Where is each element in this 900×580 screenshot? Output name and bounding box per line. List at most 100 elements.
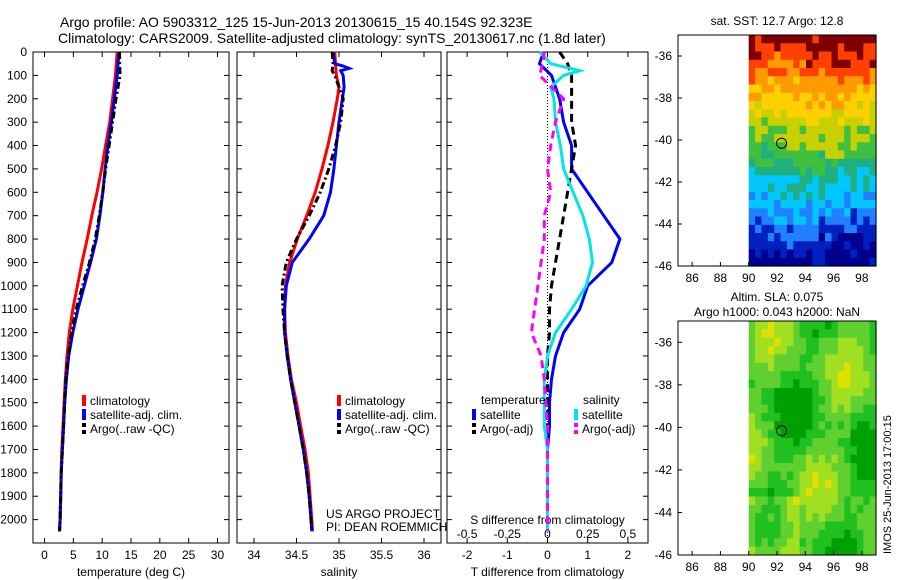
heatmap-cell: [793, 51, 801, 61]
heatmap-cell: [748, 158, 756, 168]
heatmap-cell: [761, 84, 769, 94]
heatmap-cell: [869, 446, 877, 456]
heatmap-cell: [767, 504, 775, 514]
heatmap-cell: [812, 421, 820, 431]
heatmap-cell: [812, 329, 820, 339]
heatmap-cell: [755, 362, 763, 372]
heatmap-cell: [767, 208, 775, 218]
heatmap-cell: [812, 241, 820, 251]
lon-tick-label: 90: [742, 271, 756, 285]
heatmap-cell: [761, 241, 769, 251]
heatmap-cell: [755, 371, 763, 381]
heatmap-cell: [812, 471, 820, 481]
heatmap-cell: [755, 35, 763, 44]
heatmap-cell: [837, 329, 845, 339]
x-tick-label: 10: [95, 548, 109, 562]
heatmap-cell: [793, 387, 801, 397]
heatmap-cell: [761, 346, 769, 356]
heatmap-cell: [825, 208, 833, 218]
heatmap-cell: [774, 68, 782, 77]
legend-title-temperature: temperature: [481, 393, 546, 407]
lat-tick-label: -42: [655, 463, 673, 477]
project-label: US ARGO PROJECT: [326, 507, 441, 521]
heatmap-cell: [748, 216, 756, 226]
heatmap-cell: [844, 183, 852, 193]
heatmap-cell: [755, 337, 763, 347]
heatmap-cell: [767, 371, 775, 381]
heatmap-cell: [837, 233, 845, 242]
y-tick-label: 400: [7, 139, 27, 153]
heatmap-cell: [793, 249, 801, 259]
heatmap-cell: [774, 257, 782, 267]
heatmap-cell: [767, 134, 775, 143]
heatmap-cell: [831, 43, 839, 53]
heatmap-cell: [748, 134, 756, 143]
heatmap-cell: [856, 109, 864, 119]
heatmap-cell: [748, 35, 756, 44]
heatmap-cell: [863, 68, 871, 77]
heatmap-cell: [856, 224, 864, 234]
heatmap-cell: [818, 167, 826, 176]
heatmap-cell: [806, 142, 813, 152]
heatmap-cell: [774, 117, 782, 127]
heatmap-cell: [755, 68, 763, 77]
heatmap-cell: [837, 379, 845, 389]
heatmap-cell: [774, 463, 782, 473]
heatmap-cell: [755, 488, 763, 498]
heatmap-cell: [748, 362, 756, 372]
lat-tick-label: -40: [655, 133, 673, 147]
heatmap-cell: [869, 241, 877, 251]
salinity-panel: 34 34.5 35 35.5 36 salinity climatologysatelli…: [236, 51, 442, 579]
heatmap-cell: [869, 513, 877, 523]
heatmap-cell: [850, 183, 858, 193]
heatmap-cell: [767, 68, 775, 77]
heatmap-cell: [856, 191, 864, 201]
heatmap-cell: [748, 379, 756, 389]
heatmap-cell: [856, 84, 864, 94]
heatmap-cell: [844, 538, 852, 548]
heatmap-cell: [793, 513, 801, 523]
heatmap-cell: [748, 167, 756, 176]
heatmap-cell: [799, 346, 807, 356]
heatmap-cell: [761, 438, 769, 447]
heatmap-cell: [869, 354, 877, 364]
heatmap-cell: [856, 125, 864, 135]
difference-panel: -2 -1 0 1 2T difference from climatology -0.5…: [446, 50, 649, 579]
y-tick-label: 2000: [0, 513, 27, 527]
heatmap-cell: [831, 101, 839, 110]
heatmap-cell: [825, 438, 833, 447]
heatmap-cell: [844, 109, 852, 119]
heatmap-cell: [869, 329, 877, 339]
legend-label: Argo(-adj): [480, 422, 533, 436]
heatmap-cell: [793, 371, 801, 381]
heatmap-cell: [837, 76, 845, 86]
heatmap-cell: [856, 134, 864, 143]
heatmap-cell: [812, 454, 820, 464]
heatmap-cell: [831, 354, 839, 364]
heatmap-cell: [793, 446, 801, 456]
heatmap-cell: [856, 513, 864, 523]
heatmap-cell: [767, 404, 775, 414]
heatmap-cell: [748, 101, 756, 110]
heatmap-cell: [850, 546, 858, 556]
heatmap-cell: [818, 35, 826, 44]
heatmap-cell: [774, 438, 782, 447]
heatmap-cell: [793, 321, 801, 330]
heatmap-cell: [780, 249, 788, 259]
heatmap-cell: [755, 109, 763, 119]
y-tick-label: 600: [7, 185, 27, 199]
heatmap-cell: [831, 249, 839, 259]
heatmap-cell: [863, 216, 871, 226]
heatmap-cell: [844, 521, 852, 531]
y-tick-label: 1800: [0, 466, 27, 480]
heatmap-cell: [748, 321, 756, 330]
heatmap-cell: [844, 191, 852, 201]
heatmap-cell: [755, 241, 763, 251]
heatmap-cell: [863, 158, 871, 168]
heatmap-cell: [799, 183, 807, 193]
heatmap-cell: [850, 158, 858, 168]
heatmap-cell: [812, 488, 820, 498]
heatmap-cell: [806, 59, 813, 69]
heatmap-cell: [831, 76, 839, 86]
plot-frame: [32, 51, 230, 544]
